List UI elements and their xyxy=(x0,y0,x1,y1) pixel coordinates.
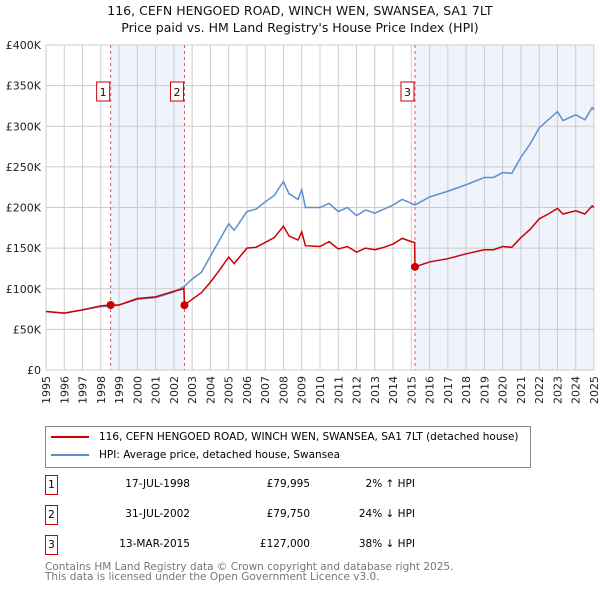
x-tick-label: 2024 xyxy=(570,376,583,404)
x-tick-label: 2015 xyxy=(405,376,418,404)
x-tick-label: 1995 xyxy=(40,376,53,404)
y-tick-label: £350K xyxy=(6,80,42,93)
legend-item-hpi: HPI: Average price, detached house, Swan… xyxy=(51,449,340,461)
x-tick-label: 2005 xyxy=(223,376,236,404)
y-tick-label: £400K xyxy=(6,39,42,52)
sale-point xyxy=(180,301,189,310)
x-tick-label: 2000 xyxy=(131,376,144,404)
sale-point xyxy=(106,301,115,310)
sale-row: 2 31-JUL-2002 £79,750 24% ↓ HPI xyxy=(45,505,565,525)
sale-row: 3 13-MAR-2015 £127,000 38% ↓ HPI xyxy=(45,535,565,555)
sale-number-box xyxy=(96,81,111,102)
footer-line1: Contains HM Land Registry data © Crown c… xyxy=(45,561,454,573)
x-tick-label: 2018 xyxy=(460,376,473,404)
sale-number-box xyxy=(400,81,415,102)
x-tick-label: 2006 xyxy=(241,376,254,404)
x-tick-label: 2022 xyxy=(533,376,546,404)
hpi-line xyxy=(45,106,595,314)
sale-row: 1 17-JUL-1998 £79,995 2% ↑ HPI xyxy=(45,475,565,495)
sale-hpi-diff: 24% ↓ HPI xyxy=(358,508,415,520)
x-tick-label: 2020 xyxy=(497,376,510,404)
x-tick-label: 1997 xyxy=(77,376,90,404)
legend: 116, CEFN HENGOED ROAD, WINCH WEN, SWANS… xyxy=(45,426,531,468)
y-tick-label: £0 xyxy=(27,364,41,377)
x-tick-label: 1998 xyxy=(95,376,108,404)
x-tick-label: 2021 xyxy=(515,376,528,404)
x-tick-label: 2004 xyxy=(204,376,217,404)
sale-badge: 1 xyxy=(45,475,58,495)
sale-date: 17-JUL-1998 xyxy=(125,478,190,490)
x-tick-label: 2007 xyxy=(259,376,272,404)
y-tick-label: £300K xyxy=(6,120,42,133)
x-tick-label: 2003 xyxy=(186,376,199,404)
sale-number-label: 2 xyxy=(173,86,180,99)
y-tick-label: £50K xyxy=(13,323,42,336)
x-tick-label: 2010 xyxy=(314,376,327,404)
y-tick-label: £100K xyxy=(6,283,42,296)
sale-hpi-diff: 2% ↑ HPI xyxy=(365,478,415,490)
sale-price: £127,000 xyxy=(259,538,310,550)
sale-price: £79,995 xyxy=(266,478,310,490)
sale-hpi-diff: 38% ↓ HPI xyxy=(358,538,415,550)
footer-line2: This data is licensed under the Open Gov… xyxy=(45,571,380,583)
plot-area: 1995 1996 1997 1998 1999 2000 2001 2002 2003 2004… xyxy=(6,39,600,404)
legend-item-property: 116, CEFN HENGOED ROAD, WINCH WEN, SWANS… xyxy=(51,431,519,443)
x-tick-label: 2023 xyxy=(551,376,564,404)
x-tick-label: 1999 xyxy=(113,376,126,404)
x-tick-label: 2008 xyxy=(277,376,290,404)
sale-point xyxy=(410,262,419,271)
x-tick-label: 2001 xyxy=(150,376,163,404)
legend-swatch-red xyxy=(51,436,89,438)
y-tick-label: £250K xyxy=(6,161,42,174)
x-tick-label: 2002 xyxy=(168,376,181,404)
x-tick-label: 2012 xyxy=(351,376,364,404)
x-tick-label: 2009 xyxy=(296,376,309,404)
x-tick-label: 1996 xyxy=(58,376,71,404)
x-tick-label: 2017 xyxy=(442,376,455,404)
price-paid-line xyxy=(45,204,595,314)
y-tick-label: £200K xyxy=(6,202,42,215)
footer: Contains HM Land Registry data © Crown c… xyxy=(45,561,454,583)
x-tick-label: 2019 xyxy=(478,376,491,404)
chart-subtitle: Price paid vs. HM Land Registry's House … xyxy=(121,20,479,35)
sale-number-box xyxy=(169,81,184,102)
sale-date: 13-MAR-2015 xyxy=(119,538,190,550)
sale-badge: 3 xyxy=(45,535,58,555)
x-tick-label: 2013 xyxy=(369,376,382,404)
x-tick-label: 2016 xyxy=(424,376,437,404)
sale-number-label: 3 xyxy=(404,86,411,99)
legend-label: HPI: Average price, detached house, Swan… xyxy=(99,449,341,461)
sale-number-label: 1 xyxy=(100,86,107,99)
chart-title: 116, CEFN HENGOED ROAD, WINCH WEN, SWANS… xyxy=(107,3,493,18)
legend-label: 116, CEFN HENGOED ROAD, WINCH WEN, SWANS… xyxy=(99,431,519,443)
sale-date: 31-JUL-2002 xyxy=(125,508,190,520)
sale-badge: 2 xyxy=(45,505,58,525)
x-tick-label: 2011 xyxy=(332,376,345,404)
sale-price: £79,750 xyxy=(266,508,310,520)
legend-swatch-blue xyxy=(51,454,89,456)
x-tick-label: 2014 xyxy=(387,376,400,404)
y-tick-label: £150K xyxy=(6,242,42,255)
x-tick-label: 2025 xyxy=(588,376,600,404)
